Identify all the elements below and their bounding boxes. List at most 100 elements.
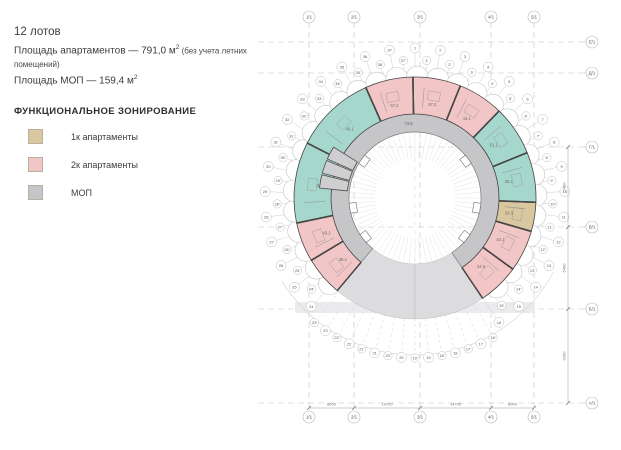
radial-axis-bubble-prime [275, 222, 285, 232]
swatch-2k-apartments [28, 157, 43, 173]
radial-axis-number: 24 [309, 304, 314, 309]
unit-furniture [426, 90, 441, 103]
grid-bubble-bottom-label: 4/1 [488, 415, 495, 420]
courtyard-hatch-line [421, 237, 427, 263]
radial-axis-number: 3 [464, 54, 467, 59]
grid-bubble-bottom-label: 1/1 [306, 415, 313, 420]
courtyard-hatch-line [352, 208, 377, 216]
radial-axis-bubble [559, 186, 571, 197]
courtyard-hatch-line [453, 208, 478, 216]
radial-axis-number: 17 [479, 341, 484, 346]
radial-axis-bubble [359, 51, 371, 62]
radial-axis-number: 16 [497, 320, 502, 325]
courtyard-door [359, 229, 373, 243]
stair-core [321, 159, 353, 181]
courtyard-hatch-line [443, 226, 462, 245]
courtyard-hatch-line [352, 180, 377, 188]
legend-item-2k: 2к апартаменты [14, 157, 294, 173]
radial-axis-bubble [493, 317, 505, 328]
radial-axis-number: 26' [284, 247, 289, 252]
unit-furniture [335, 115, 352, 131]
bottom-reference-arc [281, 271, 554, 356]
radial-axis-bubble-prime [273, 176, 283, 185]
grid-bubble-bottom-label: 5/1 [531, 415, 538, 420]
grid-bubble-bottom [347, 410, 361, 424]
courtyard-hatch-line [382, 232, 396, 255]
corridor-area-label: 73.8 [404, 121, 413, 126]
unit-furniture [479, 264, 495, 281]
radial-axis-bubble-prime [310, 318, 319, 327]
unit-furniture [463, 103, 480, 119]
unit-wall [492, 151, 528, 168]
radial-axis-bubble-prime [514, 284, 524, 294]
radial-axis-bubble [263, 161, 274, 172]
dimension-value: 5400 [562, 263, 567, 273]
grid-bubble-right [585, 35, 599, 49]
radial-axis-number: 4' [491, 81, 494, 86]
legend-item-1k: 1к апартаменты [14, 129, 294, 145]
courtyard-hatch-line [443, 151, 462, 170]
radial-axis-number: 21' [359, 346, 364, 351]
title-block: 12 лотов Площадь апартаментов — 791,0 м2… [14, 26, 294, 213]
courtyard-hatch-line [387, 138, 399, 162]
unit-partition [315, 237, 335, 248]
unit-furniture [385, 90, 400, 103]
apartments-area-line: Площадь апартаментов — 791,0 м2 (без уче… [14, 44, 247, 69]
unit-area-label: 57.2 [390, 103, 399, 108]
radial-axis-number: 13' [530, 268, 535, 273]
legend-label-1k: 1к апартаменты [71, 131, 138, 142]
radial-axis-bubble [482, 61, 494, 73]
radial-axis-bubble-prime [410, 353, 420, 363]
courtyard-hatch-line [452, 175, 477, 185]
radial-axis-number: 10 [563, 189, 568, 194]
radial-axis-line [482, 298, 497, 319]
radial-axis-number: 34' [335, 81, 340, 86]
radial-axis-bubble-prime [533, 131, 543, 141]
dimension-value: 6300 [562, 351, 567, 361]
radial-axis-bubble [259, 186, 271, 197]
dimension-tick [351, 405, 357, 411]
radial-axis-number: 35' [356, 70, 361, 75]
radial-axis-bubble-prime [437, 351, 447, 361]
radial-axis-number: 6' [524, 113, 527, 118]
unit-furniture [306, 177, 318, 192]
radial-axis-bubble [336, 61, 348, 73]
radial-axis-number: 35 [340, 65, 345, 70]
radial-axis-number: 36 [363, 54, 368, 59]
courtyard-hatch-line [377, 144, 393, 166]
radial-axis-number: 18 [453, 350, 458, 355]
grid-bubble-bottom [527, 410, 541, 424]
radial-axis-number: 33 [300, 96, 305, 101]
unit-wall [482, 246, 514, 270]
courtyard-hatch-line [355, 170, 379, 182]
radial-axis-bubble-prime [293, 265, 302, 275]
radial-axis-bubble [503, 76, 515, 87]
unit-wall [310, 240, 344, 261]
courtyard-hatch-line [440, 148, 457, 168]
courtyard-hatch-line [358, 165, 381, 179]
legend-item-mop: МОП [14, 185, 294, 201]
unit-area-label: 43.2 [323, 230, 332, 235]
radial-axis-bubble [315, 76, 327, 87]
dimension-value: 5400 [562, 182, 567, 192]
courtyard-door [358, 154, 371, 168]
radial-axis-bubble [522, 93, 533, 105]
courtyard-door [472, 201, 482, 214]
courtyard-hatch-line [368, 151, 387, 170]
radial-axis-number: 12 [556, 239, 561, 244]
courtyard-hatch-line [449, 217, 472, 231]
dimension-tick [565, 400, 571, 406]
radial-axis-bubble [450, 347, 461, 359]
unit-area-label: 44.1 [463, 116, 472, 121]
radial-axis-bubble [423, 352, 434, 363]
radial-axis-number: 28' [275, 201, 280, 206]
dimension-value: 8000 [508, 402, 518, 407]
courtyard-hatch-line [358, 217, 381, 231]
radial-axis-number: 19' [412, 356, 417, 361]
courtyard-hatch-line [353, 175, 378, 185]
unit-wall [461, 267, 484, 299]
radial-axis-number: 31' [289, 133, 294, 138]
courtyard-door [348, 201, 358, 214]
dimension-tick [306, 405, 312, 411]
